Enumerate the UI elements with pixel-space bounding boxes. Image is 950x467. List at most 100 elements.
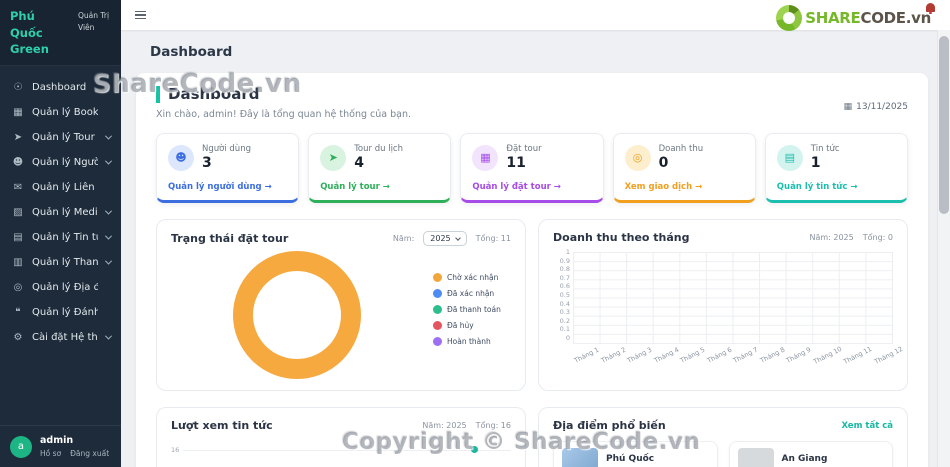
route-icon: ➤ [13, 132, 23, 144]
stat-card: ▤ Tin tức 1 Quản lý tin tức → [764, 133, 908, 204]
legend-color-dot [433, 337, 442, 347]
sidebar-item[interactable]: ➤ Quản lý Tour [0, 125, 121, 150]
stat-card: ➤ Tour du lịch 4 Quản lý tour → [308, 133, 452, 204]
stat-label: Tin tức [810, 144, 840, 155]
hamburger-menu-icon[interactable] [135, 9, 146, 21]
logo-text-code: CODE.vn [860, 9, 931, 27]
legend-item[interactable]: Hoàn thành [433, 337, 501, 347]
stat-card-link[interactable]: Quản lý đặt tour → [472, 182, 561, 193]
scrollbar-track[interactable] [937, 30, 950, 467]
sidebar-item[interactable]: ⚙ Cài đặt Hệ thống [0, 325, 121, 350]
popular-places-card: Địa điểm phổ biến Xem tất cả Phú Quốc An… [538, 407, 908, 467]
logout-link[interactable]: Đăng xuất [70, 449, 110, 458]
legend-label: Đã thanh toán [447, 305, 501, 315]
calendar-icon: ▦ [843, 102, 853, 113]
legend-item[interactable]: Đã thanh toán [433, 305, 501, 315]
y-tick: 0.2 [559, 316, 570, 325]
comments-icon: ❝ [15, 307, 21, 319]
y-tick: 0.5 [559, 290, 570, 299]
sidebar-item[interactable]: ▨ Quản lý Media [0, 200, 121, 225]
sidebar-item[interactable]: ☉ Dashboard [0, 75, 121, 100]
legend-item[interactable]: Đã xác nhận [433, 289, 501, 299]
stat-label: Doanh thu [658, 144, 704, 155]
y-tick: 0.8 [559, 265, 570, 274]
place-list-item[interactable]: An Giang [728, 441, 893, 467]
chevron-down-icon [454, 234, 461, 241]
total-label: Tổng: 11 [475, 234, 511, 244]
chart-title: Lượt xem tin tức [171, 419, 273, 433]
stat-card-link[interactable]: Xem giao dịch → [624, 182, 703, 193]
sidebar-item-label: Quản lý Tin tức [32, 232, 98, 244]
revenue-chart-card: Doanh thu theo tháng Năm: 2025 Tổng: 0 1… [538, 219, 908, 392]
section-title: Dashboard [156, 85, 411, 104]
x-tick-month: Tháng 2 [599, 345, 627, 366]
stat-card-link[interactable]: Quản lý tour → [320, 182, 390, 193]
welcome-header: Dashboard Xin chào, admin! Đây là tổng q… [156, 85, 908, 120]
stat-label: Người dùng [202, 144, 251, 155]
x-tick-month: Tháng 12 [873, 345, 905, 367]
sidebar-menu: ☉ Dashboard ▦ Quản lý Bookings ➤ Quản lý… [0, 66, 121, 425]
x-axis-labels: Tháng 1 Tháng 2 Tháng 3 Tháng 4 Tháng 5 Tháng… [573, 345, 904, 366]
sidebar-item[interactable]: ▥ Quản lý Thanh toán [0, 250, 121, 275]
year-select[interactable]: 2025 [423, 231, 467, 247]
newspaper-icon: ▤ [13, 232, 23, 244]
place-list-item[interactable]: Phú Quốc [553, 441, 718, 467]
scrollbar-thumb[interactable] [939, 36, 949, 214]
legend-label: Đã hủy [447, 321, 474, 331]
users-icon: ☻ [12, 157, 24, 169]
sidebar-item[interactable]: ✉ Quản lý Liên hệ [0, 175, 121, 200]
sharecode-logo[interactable]: SHARECODE.vn [776, 5, 931, 31]
map-pin-icon: ◎ [13, 282, 23, 294]
sidebar-item-label: Quản lý Thanh toán [32, 257, 98, 269]
x-tick-month: Tháng 10 [811, 345, 843, 367]
sidebar-item[interactable]: ▦ Quản lý Bookings [0, 100, 121, 125]
stat-card-link[interactable]: Quản lý tin tức → [776, 182, 858, 193]
profile-link[interactable]: Hồ sơ [40, 449, 62, 458]
stat-card: ☻ Người dùng 3 Quản lý người dùng → [156, 133, 300, 204]
users-icon: ☻ [168, 144, 194, 171]
sidebar-item-label: Dashboard [32, 82, 87, 94]
sidebar-item-label: Quản lý Người dùng [32, 157, 98, 169]
brand-name[interactable]: Phú Quốc Green [10, 9, 49, 57]
y-tick: 0.9 [559, 256, 570, 265]
total-label: Tổng: 16 [475, 421, 511, 431]
chevron-down-icon [104, 232, 113, 240]
sidebar-item-label: Quản lý Đánh giá [32, 307, 98, 319]
notification-bell-icon[interactable] [926, 3, 935, 14]
topbar [121, 0, 950, 30]
x-tick-month: Tháng 8 [758, 345, 786, 366]
sidebar-item-label: Quản lý Địa điểm [32, 282, 98, 294]
stat-card-link[interactable]: Quản lý người dùng → [168, 182, 272, 193]
chevron-down-icon [104, 332, 113, 340]
stat-value: 0 [658, 155, 669, 172]
x-tick-month: Tháng 7 [732, 345, 760, 366]
sidebar-item[interactable]: ☻ Quản lý Người dùng [0, 150, 121, 175]
legend-label: Đã xác nhận [447, 289, 495, 299]
sidebar: Phú Quốc Green Quản Trị Viên ☉ Dashboard… [0, 0, 121, 467]
stat-label: Đặt tour [506, 144, 542, 155]
sidebar-item[interactable]: ❝ Quản lý Đánh giá [0, 300, 121, 325]
legend-item[interactable]: Đã hủy [433, 321, 501, 331]
route-icon: ➤ [320, 144, 347, 171]
y-tick: 0 [565, 333, 570, 342]
sidebar-item[interactable]: ▤ Quản lý Tin tức [0, 225, 121, 250]
legend-item[interactable]: Chờ xác nhận [433, 273, 501, 283]
y-tick: 0.4 [559, 299, 570, 308]
stat-value: 4 [354, 155, 364, 172]
sidebar-item-label: Quản lý Tour [32, 132, 95, 144]
x-tick-month: Tháng 9 [785, 345, 813, 366]
y-axis-ticks: 1 0.9 0.8 0.7 0.6 0.5 0.4 0.3 0.2 0.1 0 [553, 249, 573, 341]
bar-chart-plot-area [573, 252, 893, 345]
chevron-down-icon [104, 157, 113, 165]
y-tick: 0.7 [559, 273, 570, 282]
page-body: Dashboard Dashboard Xin chào, admin! Đây… [121, 30, 950, 467]
avatar[interactable]: a [10, 435, 32, 458]
donut-chart [233, 251, 361, 380]
bottom-row: Lượt xem tin tức Năm: 2025 Tổng: 16 16 [156, 407, 908, 467]
view-all-link[interactable]: Xem tất cả [841, 420, 893, 431]
sidebar-item[interactable]: ◎ Quản lý Địa điểm [0, 275, 121, 300]
chevron-down-icon [104, 132, 113, 140]
stat-value: 11 [506, 155, 526, 172]
legend-color-dot [433, 305, 442, 315]
